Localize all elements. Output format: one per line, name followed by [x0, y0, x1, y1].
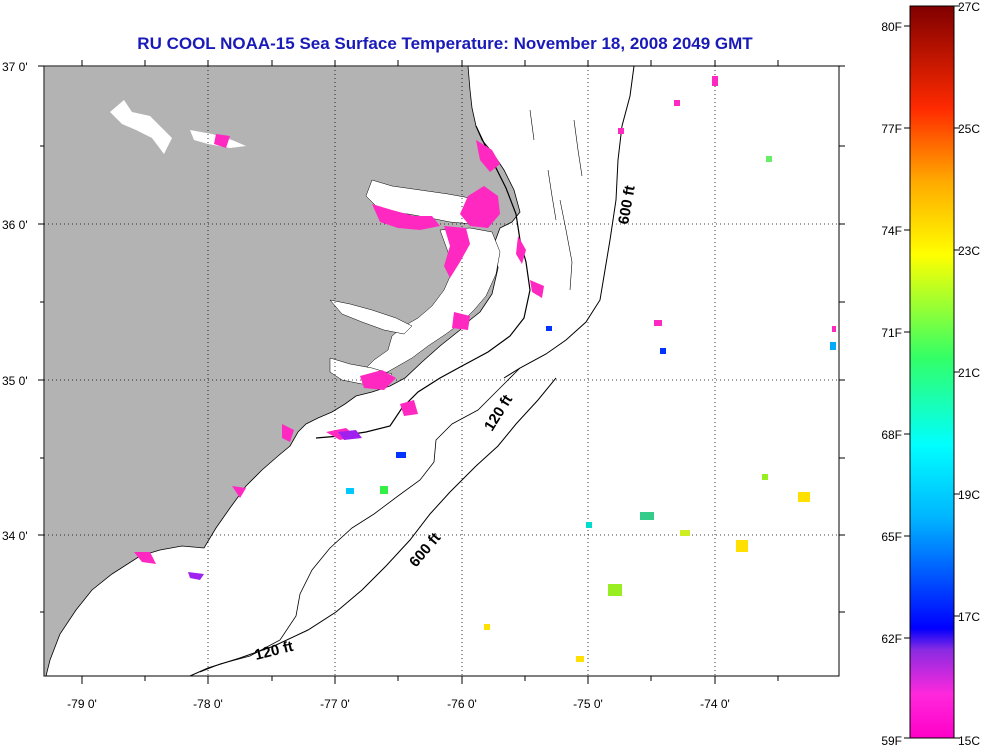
- colorbar-label-68f: 68F: [881, 428, 902, 442]
- colorbar-label-27c: 27C: [958, 0, 980, 14]
- lon-label-77: -77 0': [320, 697, 350, 711]
- pamlico-river: [329, 299, 413, 335]
- lon-label-79: -79 0': [67, 697, 97, 711]
- colorbar-ramp: [909, 5, 955, 739]
- lon-label-76: -76 0': [447, 697, 477, 711]
- colorbar-label-23c: 23C: [958, 244, 980, 258]
- axis-ticks: [38, 60, 845, 684]
- colorbar-label-25c: 25C: [958, 122, 980, 136]
- colorbar-label-62f: 62F: [881, 632, 902, 646]
- lon-label-74: -74 0': [700, 697, 730, 711]
- inland-lake: [110, 100, 172, 154]
- colorbar-label-17c: 17C: [958, 610, 980, 624]
- sst-patches: [134, 76, 836, 662]
- map-title: RU COOL NOAA-15 Sea Surface Temperature:…: [137, 34, 753, 53]
- contour-label-600ft-north: 600 ft: [615, 184, 639, 226]
- contour-120ft: [199, 367, 521, 673]
- colorbar-label-74f: 74F: [881, 224, 902, 238]
- lat-label-37: 37 0': [2, 60, 28, 74]
- outer-banks: [315, 125, 531, 439]
- lat-label-35: 35 0': [2, 374, 28, 388]
- lat-label-34: 34 0': [2, 529, 28, 543]
- colorbar-label-19c: 19C: [958, 488, 980, 502]
- contour-600ft-north: [503, 66, 635, 379]
- colorbar: 80F 77F 74F 71F 68F 65F 62F 59F 27C 25C …: [881, 0, 980, 748]
- colorbar-label-71f: 71F: [881, 326, 902, 340]
- colorbar-label-65f: 65F: [881, 530, 902, 544]
- colorbar-label-21c: 21C: [958, 366, 980, 380]
- colorbar-label-59f: 59F: [881, 734, 902, 748]
- shoal-lines: [529, 109, 583, 291]
- lat-label-36: 36 0': [2, 218, 28, 232]
- colorbar-label-15c: 15C: [958, 734, 980, 748]
- colorbar-label-77f: 77F: [881, 122, 902, 136]
- graticule: [44, 66, 839, 676]
- lon-label-75: -75 0': [573, 697, 603, 711]
- lon-label-78: -78 0': [193, 697, 223, 711]
- colorbar-label-80f: 80F: [881, 20, 902, 34]
